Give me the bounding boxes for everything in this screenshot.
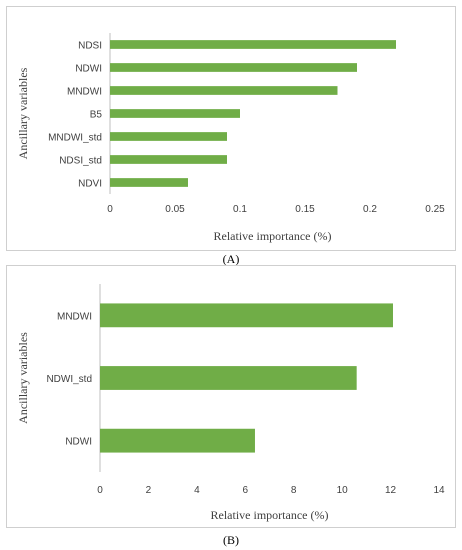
chart-b-x-tick-label: 14 bbox=[433, 485, 445, 496]
caption-b-text: (B) bbox=[223, 533, 239, 547]
chart-b-x-tick-label: 2 bbox=[146, 485, 152, 496]
chart-a-x-tick-label: 0.1 bbox=[233, 204, 247, 215]
chart-b-x-tick-label: 4 bbox=[194, 485, 200, 496]
chart-a-bar-ndvi bbox=[110, 178, 188, 187]
chart-a-y-axis-label: Ancillary variables bbox=[16, 67, 30, 159]
chart-a-x-tick-label: 0.25 bbox=[425, 204, 445, 215]
chart-b-x-tick-label: 8 bbox=[291, 485, 297, 496]
chart-b-category-label: NDWI_std bbox=[46, 374, 92, 385]
chart-panel-a: NDSI NDWI MNDWI B5 MNDWI_std NDSI_std NDVI 0 0.0… bbox=[6, 6, 456, 251]
chart-b-bar-ndwi bbox=[100, 428, 255, 453]
chart-a-x-tick-label: 0 bbox=[107, 204, 113, 215]
chart-b-x-tick-label: 6 bbox=[243, 485, 249, 496]
chart-a-category-label: NDSI bbox=[78, 41, 102, 52]
chart-b-x-tick-label: 10 bbox=[337, 485, 349, 496]
caption-b: (B) bbox=[0, 533, 462, 548]
chart-a-category-label: MNDWI bbox=[67, 87, 102, 98]
chart-a-bar-b5 bbox=[110, 109, 240, 118]
chart-a-category-label: NDVI bbox=[78, 179, 102, 190]
chart-a-bar-ndsi bbox=[110, 40, 396, 49]
chart-a-bar-ndwi bbox=[110, 63, 357, 72]
chart-a-category-label: NDWI bbox=[75, 64, 102, 75]
chart-a-x-tick-label: 0.15 bbox=[295, 204, 315, 215]
chart-b-svg: MNDWI NDWI_std NDWI 0 2 4 6 8 10 12 14 Relative imp… bbox=[16, 284, 445, 522]
chart-a-category-label: MNDWI_std bbox=[48, 133, 102, 144]
chart-a-category-label: NDSI_std bbox=[59, 156, 102, 167]
caption-a-text: (A) bbox=[222, 252, 240, 266]
chart-b-x-tick-label: 12 bbox=[385, 485, 397, 496]
chart-b-bar-mndwi bbox=[100, 303, 393, 328]
chart-b-bar-ndwi_std bbox=[100, 366, 357, 390]
chart-b-x-axis-label: Relative importance (%) bbox=[211, 508, 329, 522]
chart-b-category-label: NDWI bbox=[65, 437, 92, 448]
chart-a-bar-mndwi_std bbox=[110, 132, 227, 141]
chart-a-bar-mndwi bbox=[110, 86, 338, 95]
chart-a-x-axis-label: Relative importance (%) bbox=[214, 229, 332, 243]
chart-b-category-label: MNDWI bbox=[57, 311, 92, 322]
chart-a-svg: NDSI NDWI MNDWI B5 MNDWI_std NDSI_std NDVI 0 0.0… bbox=[16, 33, 445, 243]
chart-b-y-axis-label: Ancillary variables bbox=[16, 332, 30, 424]
chart-a-bar-ndsi_std bbox=[110, 155, 227, 164]
chart-b-x-tick-label: 0 bbox=[97, 485, 103, 496]
chart-a-x-tick-label: 0.05 bbox=[165, 204, 185, 215]
chart-a-category-label: B5 bbox=[90, 110, 103, 121]
caption-a: (A) bbox=[0, 252, 462, 267]
chart-panel-b: MNDWI NDWI_std NDWI 0 2 4 6 8 10 12 14 Relative imp… bbox=[6, 265, 456, 528]
chart-a-x-tick-label: 0.2 bbox=[363, 204, 377, 215]
